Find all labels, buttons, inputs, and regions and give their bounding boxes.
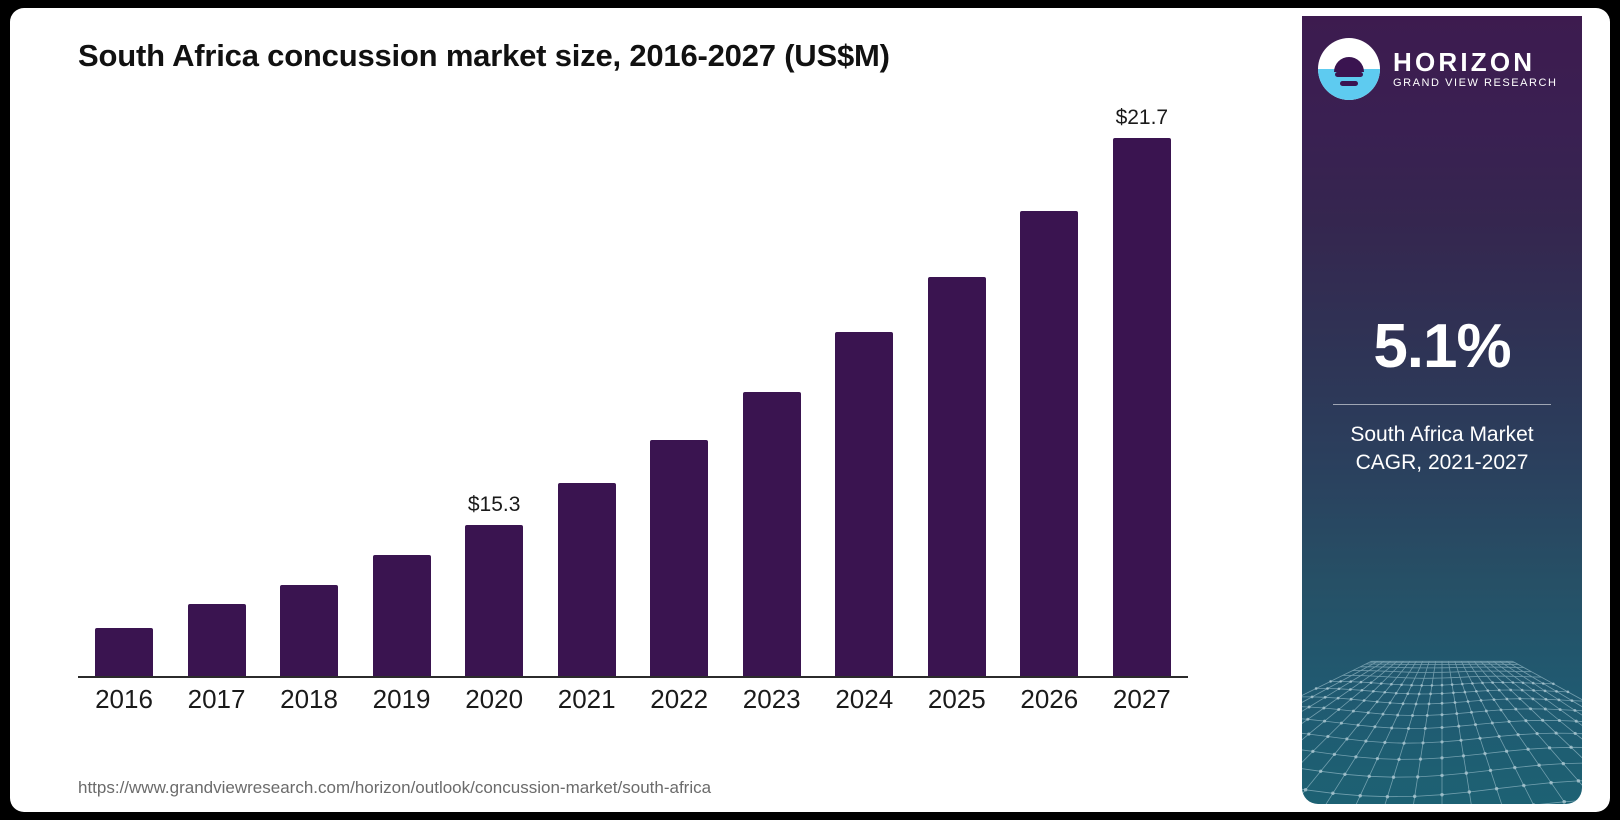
x-tick-2019: 2019 [372, 684, 431, 714]
logo-bar-bottom-shape [1340, 80, 1358, 86]
bar-slot [356, 96, 448, 676]
bar-value-label-2020: $15.3 [467, 492, 521, 516]
chart-card: South Africa concussion market size, 201… [10, 8, 1610, 812]
x-tick-2018: 2018 [280, 684, 338, 714]
bar-slot [911, 96, 1003, 676]
bar-2024[interactable] [835, 331, 894, 676]
x-tick-2016: 2016 [95, 684, 153, 714]
chart-panel: South Africa concussion market size, 201… [10, 8, 1295, 812]
bar-2021[interactable] [557, 482, 616, 676]
bar-slot [1003, 96, 1095, 676]
brand-name-primary: HORIZON [1393, 47, 1536, 77]
x-tick-2023: 2023 [742, 684, 801, 714]
bar-2019[interactable] [372, 555, 431, 676]
bar-series: $15.3 $21.7 [78, 96, 1188, 676]
logo-dome-shape [1334, 56, 1364, 72]
bar-slot [78, 96, 170, 676]
horizon-sunrise-circle-icon [1318, 38, 1380, 100]
logo-bar-top-shape [1335, 72, 1363, 78]
brand-stat-panel: HORIZON GRAND VIEW RESEARCH 5.1% South A… [1302, 16, 1582, 804]
brand-logo: HORIZON GRAND VIEW RESEARCH [1318, 38, 1558, 100]
x-tick-2021: 2021 [557, 684, 616, 714]
bar-slot [541, 96, 633, 676]
brand-name-secondary: GRAND VIEW RESEARCH [1393, 77, 1558, 89]
bar-2022[interactable] [650, 440, 709, 676]
bar-2018[interactable] [280, 585, 339, 676]
bar-2026[interactable] [1020, 210, 1079, 676]
bar-2020[interactable] [465, 524, 524, 676]
cagr-value: 5.1% [1373, 312, 1511, 381]
brand-wordmark: HORIZON GRAND VIEW RESEARCH [1393, 49, 1558, 89]
bar-2016[interactable] [95, 627, 153, 676]
cagr-caption-line-1: South Africa Market [1350, 423, 1534, 446]
page-title: South Africa concussion market size, 201… [78, 38, 890, 73]
source-url[interactable]: https://www.grandviewresearch.com/horizo… [78, 778, 712, 797]
bar-slot [263, 96, 355, 676]
x-tick-2020: 2020 [465, 684, 524, 714]
x-tick-2017: 2017 [187, 684, 246, 714]
x-axis-tick-labels: 2016 2017 2018 2019 2020 2021 2022 2023 2024 2025… [78, 684, 1188, 715]
perspective-wireframe-mesh-icon [1302, 660, 1582, 804]
x-tick-2027: 2027 [1112, 684, 1171, 714]
bar-slot [726, 96, 818, 676]
bar-slot [818, 96, 910, 676]
bar-slot [633, 96, 725, 676]
bar-slot [171, 96, 263, 676]
bar-slot: $21.7 [1096, 96, 1188, 676]
bar-2017[interactable] [187, 603, 246, 676]
cagr-divider [1333, 404, 1551, 405]
bar-2023[interactable] [742, 392, 801, 676]
bar-value-label-2027: $21.7 [1115, 106, 1169, 130]
cagr-stat-block: 5.1% South Africa Market CAGR, 2021-2027 [1302, 316, 1582, 478]
plot-area: $15.3 $21.7 [78, 96, 1188, 678]
bar-slot: $15.3 [448, 96, 540, 676]
x-tick-2026: 2026 [1020, 684, 1079, 714]
bar-2025[interactable] [927, 277, 986, 676]
bar-2027[interactable] [1112, 138, 1171, 676]
x-tick-2022: 2022 [650, 684, 709, 714]
cagr-caption-line-2: CAGR, 2021-2027 [1355, 451, 1529, 475]
x-tick-2024: 2024 [835, 684, 894, 714]
x-tick-2025: 2025 [927, 684, 986, 714]
x-axis-line [78, 676, 1188, 678]
